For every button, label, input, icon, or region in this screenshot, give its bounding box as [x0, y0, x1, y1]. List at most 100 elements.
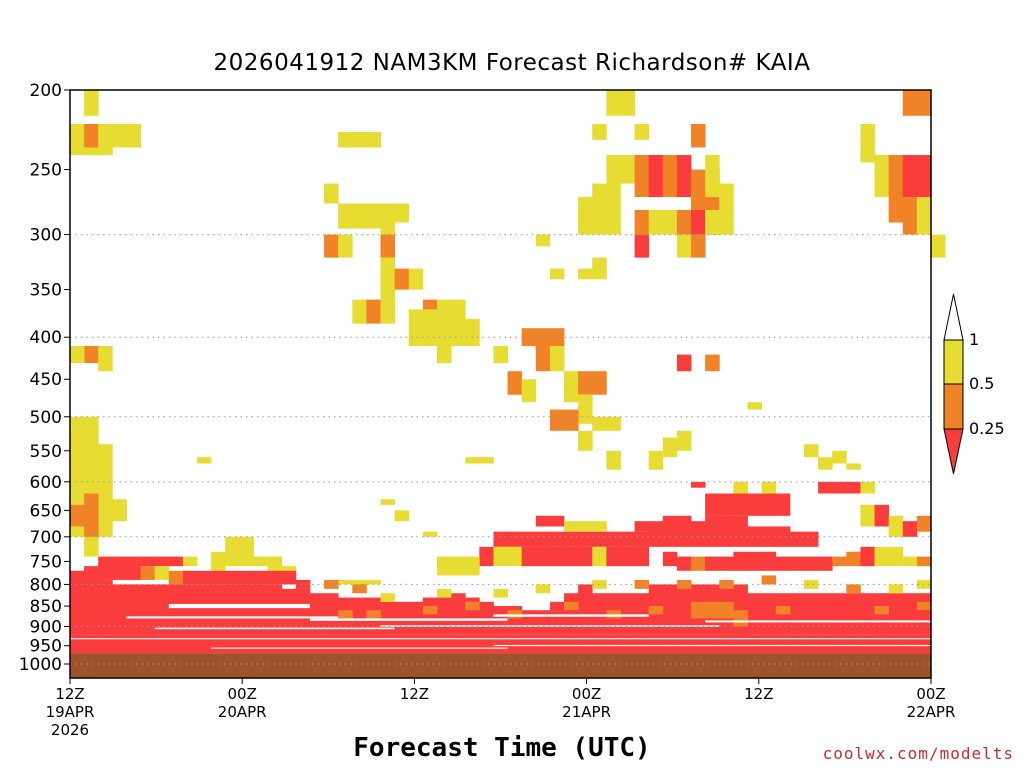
ri-cell	[535, 634, 551, 654]
ri-cell	[479, 601, 494, 635]
ri-cell	[309, 593, 325, 635]
legend-tick-label: 1	[969, 330, 979, 349]
ri-cell	[281, 588, 297, 635]
ri-cell	[366, 579, 381, 585]
ri-cell	[648, 521, 664, 532]
ri-cell	[733, 493, 748, 516]
ri-cell	[182, 570, 198, 585]
ri-cell	[422, 299, 438, 310]
ri-cell	[309, 634, 325, 654]
ri-cell	[676, 430, 692, 451]
ri-cell	[676, 234, 692, 258]
ri-cell	[761, 634, 777, 654]
ri-cell	[747, 593, 763, 635]
credit-link[interactable]: coolwx.com/modelts	[822, 744, 1014, 763]
ri-cell	[338, 610, 353, 619]
ri-cell	[719, 515, 734, 547]
ri-cell	[479, 634, 494, 654]
ri-cell	[239, 536, 254, 567]
ri-cell	[267, 634, 283, 654]
ri-cell	[197, 634, 212, 654]
ri-cell	[874, 546, 890, 567]
ri-cell	[324, 593, 339, 635]
ri-cell	[592, 123, 607, 140]
ri-cell	[691, 234, 706, 258]
ri-cell	[846, 584, 861, 594]
ri-cell	[394, 268, 410, 290]
x-tick-label: 00Z	[228, 685, 257, 703]
ri-cell	[578, 430, 593, 451]
ri-cell	[422, 309, 438, 347]
ri-cell	[394, 634, 410, 654]
ri-cell	[705, 556, 720, 571]
ri-cell	[493, 634, 508, 654]
ri-cell	[578, 531, 593, 547]
ri-cell	[676, 354, 692, 372]
ri-cell	[803, 634, 819, 654]
ri-cell	[676, 556, 692, 571]
ri-cell	[267, 584, 283, 635]
ri-cell	[846, 463, 861, 470]
ri-cell	[493, 346, 508, 364]
ri-cell	[578, 521, 593, 532]
ri-cell	[126, 123, 141, 148]
ri-cell	[832, 556, 847, 567]
ri-cell	[592, 521, 607, 532]
ri-cell	[648, 155, 664, 198]
ri-cell	[592, 531, 607, 547]
ri-cell	[874, 634, 890, 654]
y-tick-label: 400	[30, 328, 62, 348]
x-axis-label: Forecast Time (UTC)	[353, 733, 651, 763]
ri-cell	[366, 610, 381, 619]
ri-cell	[916, 515, 932, 532]
white-gap	[211, 647, 508, 649]
ri-cell	[366, 203, 381, 229]
ri-cell	[366, 634, 381, 654]
ri-cell	[874, 155, 890, 198]
x-tick-label: 00Z	[916, 685, 945, 703]
ri-cell	[818, 556, 833, 571]
ri-cell	[592, 634, 607, 654]
ri-cell	[408, 601, 424, 635]
ri-cell	[324, 634, 339, 654]
ri-cell	[719, 210, 734, 235]
ri-cell	[592, 593, 607, 635]
ri-cell	[634, 593, 650, 635]
ri-cell	[549, 346, 565, 372]
ri-cell	[324, 579, 339, 589]
ri-cell	[888, 584, 904, 594]
ri-cell	[705, 515, 720, 547]
ri-cell	[691, 123, 706, 148]
ri-cell	[705, 354, 720, 372]
ri-cell	[592, 546, 607, 567]
ri-cell	[70, 570, 85, 635]
ri-cell	[874, 504, 890, 527]
ri-cell	[535, 584, 551, 594]
ri-cell	[761, 493, 777, 516]
ri-cell	[564, 601, 579, 611]
ri-cell	[634, 123, 650, 140]
ri-cell	[902, 90, 918, 116]
white-gap	[309, 618, 508, 621]
ri-cell	[916, 197, 932, 235]
ri-cell	[380, 634, 396, 654]
ri-cell	[549, 634, 565, 654]
ri-cell	[338, 132, 353, 148]
ri-cell	[281, 634, 297, 654]
ri-cell	[931, 234, 946, 258]
ri-cell	[719, 601, 734, 619]
ri-cell	[154, 566, 170, 580]
ri-cell	[846, 551, 861, 567]
white-gap	[168, 603, 310, 609]
ri-cell	[606, 531, 621, 547]
ri-cell	[846, 481, 861, 494]
ri-cell	[676, 515, 692, 532]
ri-cell	[493, 546, 508, 567]
ri-cell	[761, 551, 777, 571]
ri-cell	[648, 634, 664, 654]
ri-cell	[676, 210, 692, 235]
ri-cell	[84, 493, 99, 537]
ri-cell	[521, 634, 537, 654]
white-gap	[154, 627, 395, 630]
ri-cell	[366, 299, 381, 324]
